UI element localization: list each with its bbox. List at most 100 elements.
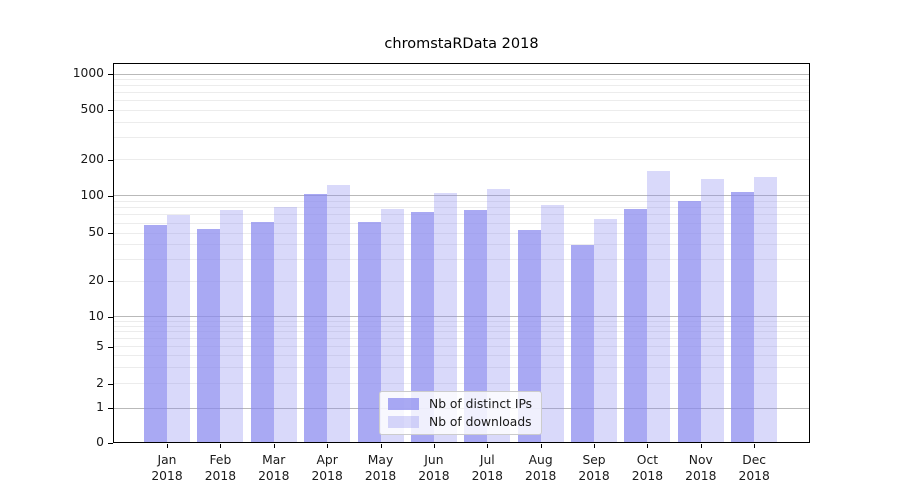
- y-tick-5: [108, 346, 113, 348]
- bar-jan-downloads: [167, 214, 190, 443]
- y-tick-label-10: 10: [88, 308, 104, 323]
- y-gridline-6: [114, 338, 809, 340]
- y-tick-label-20: 20: [88, 273, 104, 287]
- y-gridline-20: [114, 280, 809, 282]
- y-gridline-50: [114, 232, 809, 234]
- y-gridline-7: [114, 331, 809, 333]
- y-gridline-600: [114, 100, 809, 102]
- x-label-year: 2018: [525, 469, 557, 484]
- legend-box: Nb of distinct IPs Nb of downloads: [379, 391, 542, 435]
- x-tick-label-feb: Feb 2018: [192, 452, 248, 484]
- y-gridline-8: [114, 325, 809, 327]
- x-label-month: Jun: [424, 453, 444, 467]
- bar-jan-ips: [144, 224, 167, 443]
- y-tick-label-2: 2: [96, 375, 104, 390]
- x-tick-label-oct: Oct 2018: [619, 452, 675, 484]
- y-tick-50: [108, 233, 113, 234]
- x-tick-mar: [273, 444, 275, 448]
- x-label-month: May: [367, 453, 394, 467]
- bar-feb-ips: [197, 228, 221, 443]
- y-tick-label-100: 100: [80, 187, 104, 202]
- x-tick-jan: [167, 444, 168, 448]
- y-gridline-10: [114, 316, 809, 317]
- x-label-year: 2018: [685, 469, 717, 484]
- x-label-month: Apr: [316, 453, 338, 467]
- bar-may-downloads: [380, 208, 404, 443]
- bar-jul-downloads: [487, 189, 511, 443]
- y-tick-100: [108, 195, 113, 197]
- y-gridline-1000: [114, 73, 809, 75]
- bar-dec-downloads: [754, 177, 778, 443]
- bar-oct-ips: [624, 208, 648, 443]
- x-label-year: 2018: [311, 469, 343, 484]
- legend-label: Nb of downloads: [429, 415, 532, 430]
- x-label-month: Jul: [479, 453, 495, 467]
- y-tick-200: [108, 159, 113, 161]
- y-tick-20: [108, 281, 113, 282]
- y-gridline-2: [114, 383, 809, 384]
- y-tick-1: [108, 408, 113, 409]
- y-gridline-400: [114, 121, 809, 123]
- y-gridline-40: [114, 244, 809, 246]
- x-label-year: 2018: [631, 469, 664, 484]
- x-label-month: Dec: [742, 453, 767, 467]
- x-label-year: 2018: [364, 469, 397, 484]
- x-tick-apr: [327, 444, 329, 448]
- bar-aug-ips: [517, 229, 541, 443]
- x-label-year: 2018: [471, 469, 503, 484]
- x-label-month: Mar: [262, 453, 286, 467]
- x-label-year: 2018: [204, 469, 237, 484]
- x-tick-feb: [220, 444, 222, 448]
- x-tick-jul: [487, 444, 489, 448]
- bar-jun-downloads: [433, 192, 457, 443]
- x-tick-aug: [540, 444, 542, 448]
- y-tick-label-0: 0: [96, 435, 104, 449]
- y-tick-500: [108, 110, 113, 111]
- bar-jul-ips: [464, 209, 488, 443]
- y-gridline-9: [114, 320, 809, 322]
- bar-sep-downloads: [594, 218, 618, 443]
- x-tick-dec: [754, 444, 756, 448]
- y-tick-label-200: 200: [80, 151, 104, 166]
- y-tick-label-500: 500: [80, 102, 104, 116]
- y-gridline-4: [114, 355, 809, 356]
- x-label-month: Feb: [209, 453, 232, 467]
- y-gridline-500: [114, 109, 809, 111]
- y-tick-0: [108, 443, 113, 444]
- x-tick-label-mar: Mar 2018: [246, 452, 302, 484]
- x-label-year: 2018: [738, 469, 770, 484]
- x-tick-label-apr: Apr 2018: [299, 452, 355, 484]
- legend-swatch-icon: [388, 416, 419, 429]
- x-tick-label-aug: Aug 2018: [513, 452, 569, 484]
- x-tick-jun: [433, 444, 435, 448]
- bar-apr-downloads: [327, 185, 351, 443]
- x-tick-label-jul: Jul 2018: [459, 452, 515, 484]
- bar-may-ips: [357, 222, 381, 443]
- legend-label: Nb of distinct IPs: [429, 396, 533, 411]
- y-gridline-100: [114, 195, 809, 196]
- x-label-month: Jan: [157, 453, 177, 467]
- y-gridline-5: [114, 346, 809, 347]
- y-gridline-70: [114, 214, 809, 216]
- y-gridline-60: [114, 222, 809, 224]
- x-tick-label-jun: Jun 2018: [406, 452, 462, 484]
- x-label-year: 2018: [578, 469, 610, 484]
- y-gridline-90: [114, 200, 809, 202]
- bar-aug-downloads: [540, 204, 564, 443]
- bar-sep-ips: [571, 244, 595, 443]
- y-gridline-300: [114, 137, 809, 139]
- x-label-year: 2018: [151, 469, 183, 484]
- x-label-year: 2018: [418, 469, 450, 484]
- y-tick-label-50: 50: [88, 225, 104, 239]
- y-tick-label-1: 1: [96, 400, 104, 414]
- x-tick-label-may: May 2018: [353, 452, 409, 484]
- x-tick-sep: [594, 444, 596, 448]
- y-tick-10: [108, 316, 113, 318]
- y-gridline-80: [114, 207, 809, 209]
- bar-nov-downloads: [700, 178, 724, 443]
- x-label-month: Nov: [688, 453, 713, 467]
- y-tick-label-1000: 1000: [72, 66, 104, 80]
- x-tick-label-nov: Nov 2018: [673, 452, 729, 484]
- y-gridline-200: [114, 159, 809, 160]
